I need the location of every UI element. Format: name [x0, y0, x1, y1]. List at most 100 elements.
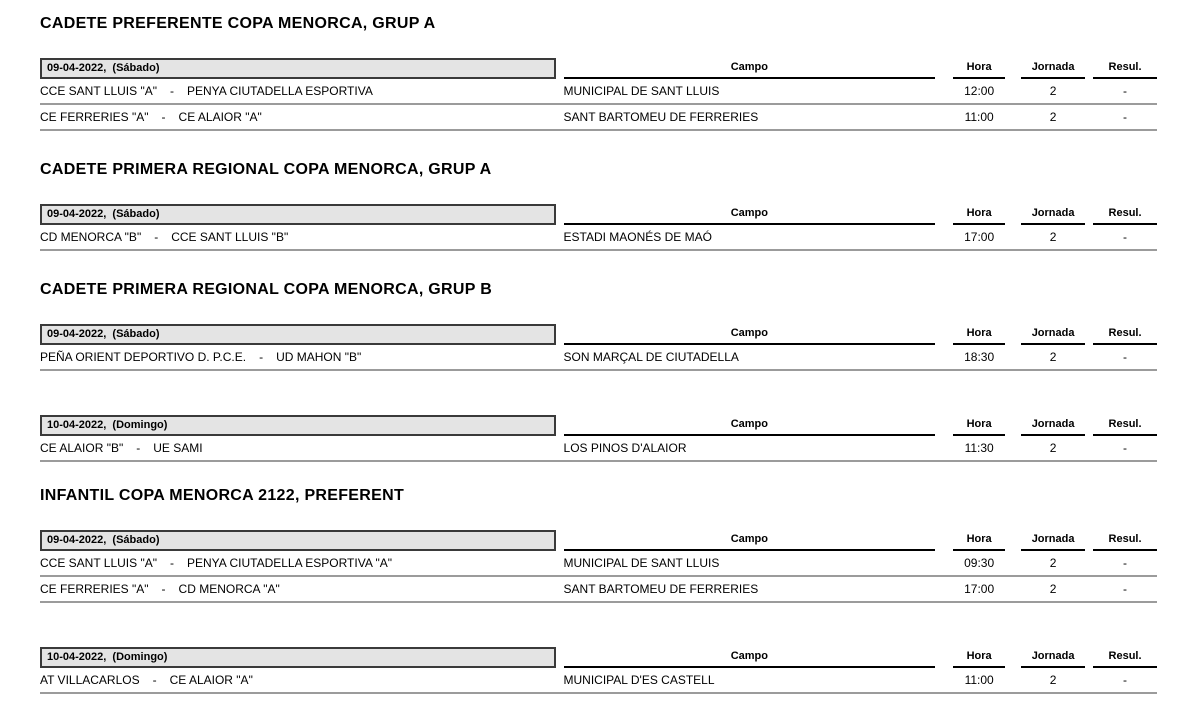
date-header: 10-04-2022, (Domingo)	[40, 415, 556, 436]
table-header-row: 10-04-2022, (Domingo) Campo Hora Jornada…	[40, 647, 1157, 668]
resul-column-header: Resul.	[1093, 61, 1157, 79]
away-team: CCE SANT LLUIS "B"	[171, 230, 289, 244]
hora-cell: 11:00	[964, 673, 994, 687]
match-cell: CCE SANT LLUIS "A" - PENYA CIUTADELLA ESPO…	[40, 84, 556, 98]
table-header-row: 09-04-2022, (Sábado) Campo Hora Jornada …	[40, 58, 1157, 79]
jornada-cell: 2	[1049, 673, 1057, 687]
home-team: AT VILLACARLOS	[40, 673, 140, 687]
campo-cell: MUNICIPAL D'ES CASTELL	[563, 673, 715, 687]
hora-column-header: Hora	[953, 327, 1006, 345]
match-cell: PEÑA ORIENT DEPORTIVO D. P.C.E. - UD MAHON…	[40, 350, 556, 364]
campo-column-header: Campo	[563, 207, 936, 225]
campo-column-header: Campo	[563, 327, 936, 345]
match-cell: CE FERRERIES "A" - CE ALAIOR "A"	[40, 110, 556, 124]
vs-separator: -	[154, 230, 159, 244]
vs-separator: -	[170, 84, 174, 98]
resul-cell: -	[1123, 110, 1128, 124]
jornada-column-header: Jornada	[1021, 650, 1086, 668]
away-team: PENYA CIUTADELLA ESPORTIVA "A"	[187, 556, 393, 570]
hora-cell: 18:30	[964, 350, 995, 364]
home-team: CE ALAIOR "B"	[40, 441, 124, 455]
table-row: CE FERRERIES "A" - CD MENORCA "A" SANT BAR…	[40, 577, 1157, 603]
resul-cell: -	[1123, 556, 1128, 570]
resul-cell: -	[1123, 582, 1128, 596]
hora-column-header: Hora	[953, 61, 1006, 79]
home-team: CD MENORCA "B"	[40, 230, 142, 244]
section-title: INFANTIL COPA MENORCA 2122, PREFERENT	[40, 487, 405, 504]
jornada-column-header: Jornada	[1021, 207, 1086, 225]
section-title: CADETE PRIMERA REGIONAL COPA MENORCA, GR…	[40, 281, 493, 298]
fixtures-table: 09-04-2022, (Sábado) Campo Hora Jornada …	[40, 204, 1157, 251]
jornada-cell: 2	[1049, 582, 1057, 596]
table-row: CE FERRERIES "A" - CE ALAIOR "A" SANT BART…	[40, 105, 1157, 131]
home-team: CCE SANT LLUIS "A"	[40, 84, 157, 98]
date-header: 09-04-2022, (Sábado)	[40, 530, 556, 551]
fixtures-table: 09-04-2022, (Sábado) Campo Hora Jornada …	[40, 58, 1157, 131]
jornada-cell: 2	[1049, 556, 1057, 570]
away-team: UD MAHON "B"	[276, 350, 362, 364]
jornada-cell: 2	[1049, 84, 1057, 98]
fixtures-table: 09-04-2022, (Sábado) Campo Hora Jornada …	[40, 530, 1157, 603]
vs-separator: -	[161, 582, 166, 596]
jornada-column-header: Jornada	[1021, 418, 1086, 436]
campo-cell: SANT BARTOMEU DE FERRERIES	[563, 110, 759, 124]
match-cell: CE ALAIOR "B" - UE SAMI	[40, 441, 556, 455]
jornada-column-header: Jornada	[1021, 533, 1086, 551]
campo-cell: MUNICIPAL DE SANT LLUIS	[563, 556, 720, 570]
hora-cell: 12:00	[964, 84, 995, 98]
match-cell: CE FERRERIES "A" - CD MENORCA "A"	[40, 582, 556, 596]
hora-column-header: Hora	[953, 650, 1006, 668]
fixtures-table: 10-04-2022, (Domingo) Campo Hora Jornada…	[40, 415, 1157, 462]
fixtures-table: 10-04-2022, (Domingo) Campo Hora Jornada…	[40, 647, 1157, 694]
resul-column-header: Resul.	[1093, 650, 1157, 668]
campo-cell: ESTADI MAONÉS DE MAÓ	[563, 230, 712, 244]
table-row: CCE SANT LLUIS "A" - PENYA CIUTADELLA ESPO…	[40, 551, 1157, 577]
home-team: PEÑA ORIENT DEPORTIVO D. P.C.E.	[40, 350, 247, 364]
table-row: CE ALAIOR "B" - UE SAMI LOS PINOS D'ALAIOR…	[40, 436, 1157, 462]
campo-cell: LOS PINOS D'ALAIOR	[563, 441, 687, 455]
match-cell: AT VILLACARLOS - CE ALAIOR "A"	[40, 673, 556, 687]
campo-column-header: Campo	[563, 418, 936, 436]
jornada-cell: 2	[1049, 110, 1057, 124]
section-infantil-preferent: INFANTIL COPA MENORCA 2122, PREFERENT 09…	[40, 486, 1157, 694]
section-cadete-preferente: CADETE PREFERENTE COPA MENORCA, GRUP A 0…	[40, 14, 1157, 131]
date-header: 10-04-2022, (Domingo)	[40, 647, 556, 668]
campo-column-header: Campo	[563, 650, 936, 668]
hora-cell: 11:30	[964, 441, 994, 455]
home-team: CE FERRERIES "A"	[40, 582, 149, 596]
match-cell: CCE SANT LLUIS "A" - PENYA CIUTADELLA ESPO…	[40, 556, 556, 570]
date-header: 09-04-2022, (Sábado)	[40, 58, 556, 79]
section-title: CADETE PREFERENTE COPA MENORCA, GRUP A	[40, 15, 436, 32]
resul-cell: -	[1123, 230, 1128, 244]
hora-column-header: Hora	[953, 418, 1006, 436]
section-title: CADETE PRIMERA REGIONAL COPA MENORCA, GR…	[40, 161, 492, 178]
section-cadete-primera-grup-a: CADETE PRIMERA REGIONAL COPA MENORCA, GR…	[40, 160, 1157, 251]
vs-separator: -	[170, 556, 174, 570]
resul-cell: -	[1123, 84, 1128, 98]
table-row: CD MENORCA "B" - CCE SANT LLUIS "B" ESTADI…	[40, 225, 1157, 251]
resul-column-header: Resul.	[1093, 418, 1157, 436]
away-team: UE SAMI	[153, 441, 203, 455]
campo-cell: SANT BARTOMEU DE FERRERIES	[563, 582, 759, 596]
home-team: CCE SANT LLUIS "A"	[40, 556, 157, 570]
vs-separator: -	[152, 673, 157, 687]
away-team: CE ALAIOR "A"	[169, 673, 253, 687]
resul-cell: -	[1123, 350, 1128, 364]
table-header-row: 10-04-2022, (Domingo) Campo Hora Jornada…	[40, 415, 1157, 436]
home-team: CE FERRERIES "A"	[40, 110, 149, 124]
resul-column-header: Resul.	[1093, 327, 1157, 345]
campo-cell: SON MARÇAL DE CIUTADELLA	[563, 350, 739, 364]
away-team: PENYA CIUTADELLA ESPORTIVA	[187, 84, 373, 98]
vs-separator: -	[259, 350, 264, 364]
jornada-cell: 2	[1049, 230, 1057, 244]
hora-cell: 17:00	[964, 582, 995, 596]
hora-cell: 17:00	[964, 230, 995, 244]
resul-column-header: Resul.	[1093, 207, 1157, 225]
campo-column-header: Campo	[563, 61, 936, 79]
away-team: CE ALAIOR "A"	[178, 110, 262, 124]
table-header-row: 09-04-2022, (Sábado) Campo Hora Jornada …	[40, 204, 1157, 225]
table-row: PEÑA ORIENT DEPORTIVO D. P.C.E. - UD MAHON…	[40, 345, 1157, 371]
fixtures-table: 09-04-2022, (Sábado) Campo Hora Jornada …	[40, 324, 1157, 371]
jornada-column-header: Jornada	[1021, 327, 1086, 345]
